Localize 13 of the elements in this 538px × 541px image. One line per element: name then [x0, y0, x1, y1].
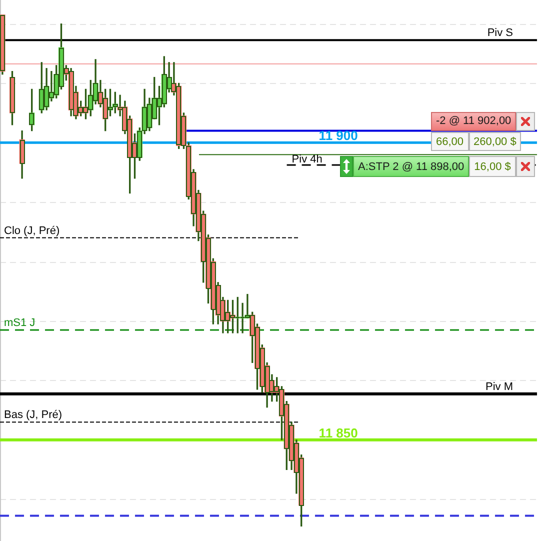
text: 260,00 $ [468, 132, 522, 152]
ref-line-label: Piv M [486, 380, 513, 393]
ref-line-label: 11 850 [318, 425, 358, 440]
ref-line-label: Piv S [487, 27, 513, 40]
ref-line-label: 11 900 [318, 128, 358, 144]
ref-line-label: Clo (J, Pré) [4, 224, 60, 237]
ref-line-label: mS1 J [4, 316, 36, 329]
ref-line-label: A:STP 2 @ 11 898,00 [353, 156, 470, 178]
text: 66,00 [431, 132, 469, 152]
ref-line-label: Piv 4h [292, 153, 322, 166]
ref-line-label: -2 @ 11 902,00 [431, 112, 516, 131]
text: 16,00 $ [469, 156, 516, 178]
ref-line-label: Bas (J, Pré) [4, 409, 62, 422]
